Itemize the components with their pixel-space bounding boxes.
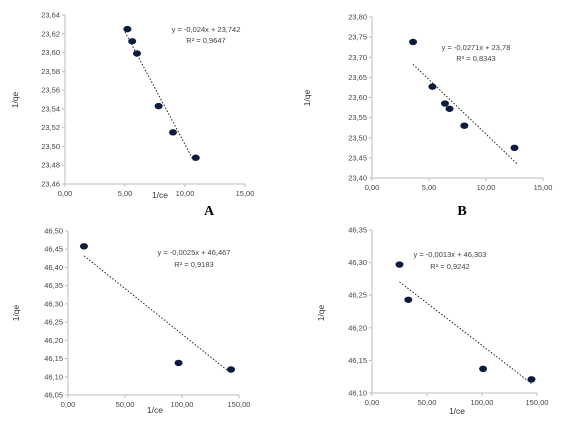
y-tick-label: 23,70 bbox=[348, 53, 367, 62]
data-point bbox=[440, 100, 449, 107]
y-tick-label: 46,05 bbox=[44, 391, 63, 400]
x-axis-label: 1/ce bbox=[147, 405, 163, 415]
data-point bbox=[479, 365, 488, 373]
y-tick-label: 46,40 bbox=[44, 263, 63, 272]
x-tick-label: 150,00 bbox=[526, 398, 549, 407]
y-tick-label: 46,10 bbox=[348, 389, 367, 398]
data-point bbox=[409, 38, 418, 46]
trendline bbox=[412, 63, 518, 164]
r-squared-label: R² = 0,8343 bbox=[456, 54, 495, 63]
data-point bbox=[169, 129, 177, 136]
x-tick-label: 100,00 bbox=[471, 398, 494, 407]
trendline bbox=[399, 281, 532, 384]
r-squared-label: R² = 0,9647 bbox=[186, 36, 225, 45]
x-tick-label: 50,00 bbox=[116, 400, 135, 409]
x-tick-label: 0,00 bbox=[61, 400, 76, 409]
x-tick-label: 50,00 bbox=[418, 398, 437, 407]
y-axis-label: 1/qe bbox=[302, 89, 312, 106]
x-tick-label: 10,00 bbox=[477, 183, 496, 192]
x-tick-label: 0,00 bbox=[365, 183, 380, 192]
data-point bbox=[133, 50, 141, 57]
y-tick-label: 23,52 bbox=[41, 123, 60, 132]
trendline-equation: y = -0,0013x + 46,303 bbox=[414, 250, 487, 259]
data-point bbox=[123, 25, 132, 33]
data-point bbox=[445, 105, 454, 112]
y-tick-label: 23,46 bbox=[41, 180, 60, 189]
y-axis-label: 1/qe bbox=[316, 304, 326, 321]
data-point bbox=[191, 154, 200, 161]
r-squared-label: R² = 0,9242 bbox=[430, 262, 469, 271]
chart-panel-3: 46,05 46,10 46,15 46,20 46,25 46,30 46,35 46,40… bbox=[11, 227, 250, 416]
y-tick-label: 23,75 bbox=[348, 33, 367, 42]
data-point bbox=[404, 296, 413, 303]
data-point bbox=[460, 122, 469, 129]
x-axis-label: 1/ce bbox=[152, 190, 168, 200]
data-point bbox=[527, 376, 536, 383]
y-tick-label: 46,25 bbox=[348, 291, 367, 300]
chart-panel-1: 23,46 23,48 23,50 23,52 23,54 23,56 23,58 23,60… bbox=[10, 11, 254, 220]
data-point bbox=[154, 102, 163, 110]
trendline-equation: y = -0,0271x + 23,78 bbox=[442, 43, 511, 52]
y-axis-label: 1/qe bbox=[11, 304, 21, 321]
y-tick-label: 46,15 bbox=[44, 354, 63, 363]
y-tick-label: 23,58 bbox=[41, 67, 60, 76]
data-point bbox=[428, 83, 437, 90]
y-tick-label: 46,20 bbox=[44, 336, 63, 345]
y-axis-label: 1/qe bbox=[10, 91, 20, 108]
data-point bbox=[128, 38, 137, 45]
chart-panel-4: 46,10 46,15 46,20 46,25 46,30 46,35 0,00 50,00 1… bbox=[316, 226, 548, 417]
y-tick-label: 46,35 bbox=[348, 226, 367, 235]
r-squared-label: R² = 0,9183 bbox=[174, 260, 213, 269]
trendline bbox=[83, 255, 232, 374]
trendline-equation: y = -0,0025x + 46,467 bbox=[158, 248, 231, 257]
x-tick-label: 100,00 bbox=[171, 400, 194, 409]
y-tick-label: 46,50 bbox=[44, 227, 63, 236]
data-point bbox=[510, 144, 519, 152]
y-tick-label: 23,40 bbox=[348, 174, 367, 183]
y-tick-label: 46,15 bbox=[348, 356, 367, 365]
x-tick-label: 5,00 bbox=[422, 183, 437, 192]
chart-panel-2: 23,40 23,45 23,50 23,55 23,60 23,65 23,70 23,75… bbox=[302, 13, 552, 220]
x-tick-label: 150,00 bbox=[228, 400, 251, 409]
x-axis-label: 1/ce bbox=[449, 406, 465, 416]
y-tick-label: 23,45 bbox=[348, 153, 367, 162]
data-point bbox=[395, 261, 404, 268]
data-point bbox=[227, 366, 236, 373]
y-tick-label: 46,30 bbox=[44, 299, 63, 308]
y-tick-label: 46,25 bbox=[44, 318, 63, 327]
y-tick-label: 23,62 bbox=[41, 29, 60, 38]
y-tick-label: 23,48 bbox=[41, 161, 60, 170]
y-tick-label: 23,60 bbox=[41, 48, 60, 57]
x-tick-label: 15,00 bbox=[236, 189, 255, 198]
y-tick-label: 46,20 bbox=[348, 323, 367, 332]
y-tick-label: 23,50 bbox=[348, 133, 367, 142]
panel-label: A bbox=[204, 204, 215, 219]
trendline-equation: y = -0,024x + 23,742 bbox=[172, 25, 241, 34]
x-tick-label: 0,00 bbox=[365, 398, 380, 407]
x-tick-label: 0,00 bbox=[58, 189, 73, 198]
y-tick-label: 23,56 bbox=[41, 86, 60, 95]
y-tick-label: 23,54 bbox=[41, 104, 60, 113]
y-tick-label: 23,55 bbox=[348, 113, 367, 122]
y-tick-label: 23,80 bbox=[348, 13, 367, 22]
y-tick-label: 23,60 bbox=[348, 93, 367, 102]
y-tick-label: 23,50 bbox=[41, 142, 60, 151]
y-tick-label: 23,65 bbox=[348, 73, 367, 82]
y-tick-label: 46,30 bbox=[348, 258, 367, 267]
x-tick-label: 15,00 bbox=[534, 183, 553, 192]
y-tick-label: 46,10 bbox=[44, 372, 63, 381]
x-tick-label: 10,00 bbox=[176, 189, 195, 198]
data-point bbox=[174, 359, 183, 367]
y-tick-label: 46,45 bbox=[44, 245, 63, 254]
x-tick-label: 5,00 bbox=[118, 189, 133, 198]
y-tick-label: 46,35 bbox=[44, 281, 63, 290]
data-point bbox=[79, 243, 88, 250]
y-tick-label: 23,64 bbox=[41, 11, 60, 20]
panel-label: B bbox=[457, 204, 466, 219]
